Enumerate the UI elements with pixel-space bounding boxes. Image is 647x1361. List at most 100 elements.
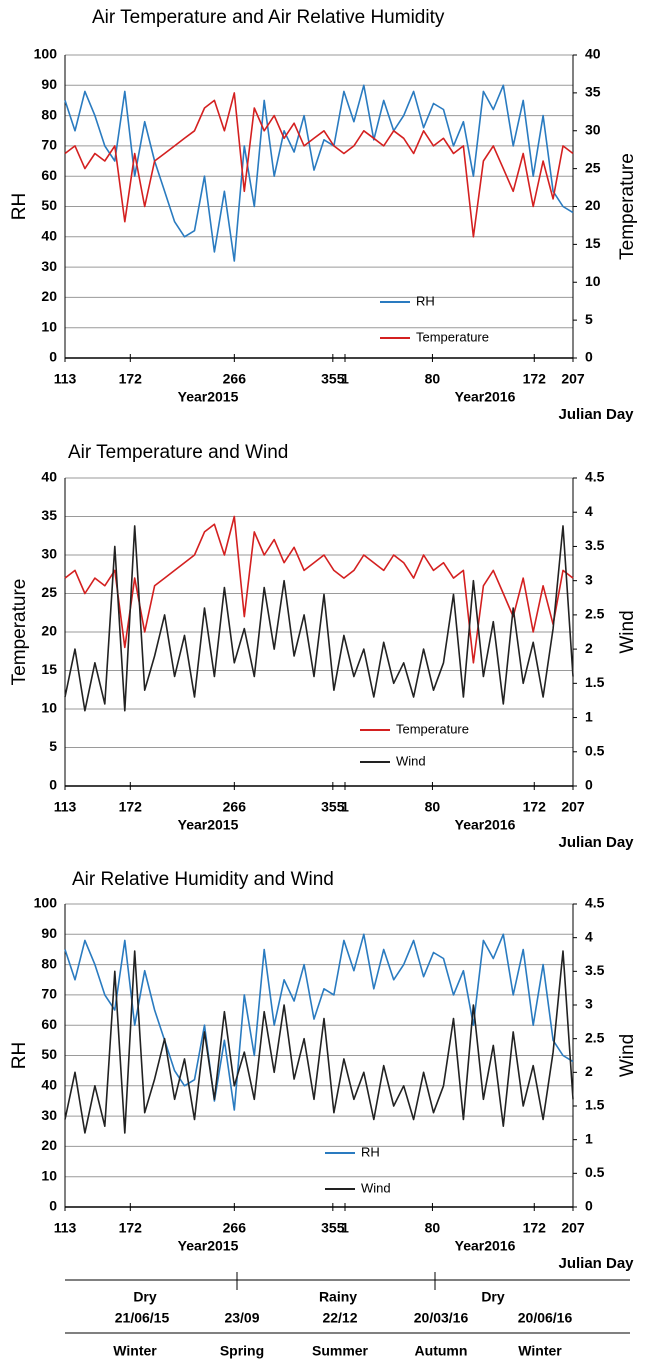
y-tick-label: 30: [41, 546, 57, 562]
y-tick-label: 20: [41, 623, 57, 639]
y-tick-label: 90: [41, 925, 57, 941]
y-tick-label: 10: [41, 700, 57, 716]
x-tick-label: 1: [341, 1220, 349, 1236]
y2-tick-label: 2: [585, 640, 593, 656]
x-tick-label: 172: [523, 371, 547, 387]
chart-title: Air Temperature and Air Relative Humidit…: [92, 7, 445, 28]
season-label: Summer: [312, 1343, 369, 1359]
y2-tick-label: 1: [585, 1130, 593, 1146]
x-group-label: Year2016: [455, 389, 516, 405]
y-tick-label: 100: [34, 46, 58, 62]
y2-tick-label: 3: [585, 996, 593, 1012]
x-tick-label: 172: [523, 1220, 547, 1236]
y-tick-label: 50: [41, 197, 57, 213]
x-tick-label: 172: [119, 1220, 143, 1236]
y-tick-label: 40: [41, 469, 57, 485]
x-tick-label: 80: [425, 371, 441, 387]
x-tick-label: 172: [119, 371, 143, 387]
y-tick-label: 10: [41, 318, 57, 334]
y-tick-label: 50: [41, 1046, 57, 1062]
date-label: 21/06/15: [115, 1310, 170, 1326]
x-tick-label: 355: [321, 371, 345, 387]
x-group-label: Year2015: [178, 389, 239, 405]
series-line: [64, 950, 574, 1134]
y-tick-label: 70: [41, 137, 57, 153]
y-tick-label: 80: [41, 106, 57, 122]
y2-tick-label: 4.5: [585, 469, 605, 485]
y-tick-label: 25: [41, 584, 57, 600]
legend-label: RH: [361, 1144, 380, 1159]
season-label: Autumn: [415, 1343, 468, 1359]
y2-tick-label: 30: [585, 121, 601, 137]
season-label: Winter: [113, 1343, 157, 1359]
y2-tick-label: 4.5: [585, 895, 605, 911]
legend-label: Temperature: [396, 721, 469, 736]
legend-label: RH: [416, 293, 435, 308]
y2-tick-label: 1.5: [585, 1097, 605, 1113]
y-tick-label: 10: [41, 1167, 57, 1183]
y2-tick-label: 15: [585, 235, 601, 251]
chart-panel: 0 5 10 15 20 25 30 35 40 0 0.5 1 1.5 2 2.5 3 3.5 4 4.5 113 1…: [9, 442, 638, 851]
x-tick-label: 355: [321, 1220, 345, 1236]
y-tick-label: 5: [49, 738, 57, 754]
y-axis-title: RH: [9, 1042, 30, 1069]
y2-tick-label: 1: [585, 708, 593, 724]
legend-label: Wind: [361, 1180, 391, 1195]
chart-title: Air Relative Humidity and Wind: [72, 869, 334, 890]
y2-tick-label: 3.5: [585, 962, 605, 978]
x-tick-label: 80: [425, 799, 441, 815]
y2-tick-label: 35: [585, 84, 601, 100]
chart-title: Air Temperature and Wind: [68, 442, 288, 463]
y2-tick-label: 25: [585, 159, 601, 175]
series-line: [64, 525, 574, 712]
x-axis-title: Julian Day: [558, 1255, 634, 1272]
y2-tick-label: 0: [585, 777, 593, 793]
season-label: Spring: [220, 1343, 264, 1359]
y-axis-title: Temperature: [9, 579, 30, 686]
x-group-label: Year2015: [178, 817, 239, 833]
season-table: Dry Rainy Dry 21/06/15 23/09 22/12 20/03…: [65, 1272, 630, 1359]
x-tick-label: 113: [54, 371, 77, 387]
y2-tick-label: 4: [585, 503, 593, 519]
y-tick-label: 0: [49, 349, 57, 365]
y-tick-label: 90: [41, 76, 57, 92]
series-line: [64, 92, 574, 238]
y-tick-label: 0: [49, 1198, 57, 1214]
y-tick-label: 0: [49, 777, 57, 793]
legend-label: Temperature: [416, 329, 489, 344]
y-tick-label: 30: [41, 258, 57, 274]
x-axis-title: Julian Day: [558, 406, 634, 423]
date-label: 23/09: [224, 1310, 259, 1326]
y2-axis-title: Wind: [617, 610, 638, 653]
y-axis-title: RH: [9, 193, 30, 220]
y-tick-label: 60: [41, 167, 57, 183]
y2-axis-title: Wind: [617, 1034, 638, 1077]
x-tick-label: 266: [223, 1220, 247, 1236]
y-tick-label: 15: [41, 661, 57, 677]
x-axis-title: Julian Day: [558, 834, 634, 851]
x-tick-label: 1: [341, 799, 349, 815]
date-label: 22/12: [322, 1310, 357, 1326]
x-tick-label: 113: [54, 1220, 77, 1236]
x-tick-label: 80: [425, 1220, 441, 1236]
y-tick-label: 35: [41, 507, 57, 523]
y-tick-label: 20: [41, 1137, 57, 1153]
legend-label: Wind: [396, 753, 426, 768]
date-label: 20/06/16: [518, 1310, 573, 1326]
y-tick-label: 40: [41, 228, 57, 244]
season-label: Winter: [518, 1343, 562, 1359]
y2-axis-title: Temperature: [617, 153, 638, 260]
x-group-label: Year2015: [178, 1238, 239, 1254]
chart-panel: 0102030405060708090100051015202530354011…: [9, 7, 638, 423]
y2-tick-label: 1.5: [585, 674, 605, 690]
y-tick-label: 40: [41, 1077, 57, 1093]
rainfall-label: Dry: [133, 1289, 157, 1305]
y2-tick-label: 0: [585, 1198, 593, 1214]
series-line: [64, 84, 574, 262]
y2-tick-label: 10: [585, 273, 601, 289]
y2-tick-label: 0: [585, 349, 593, 365]
y2-tick-label: 0.5: [585, 1164, 605, 1180]
y-tick-label: 100: [34, 895, 58, 911]
y2-tick-label: 20: [585, 197, 601, 213]
